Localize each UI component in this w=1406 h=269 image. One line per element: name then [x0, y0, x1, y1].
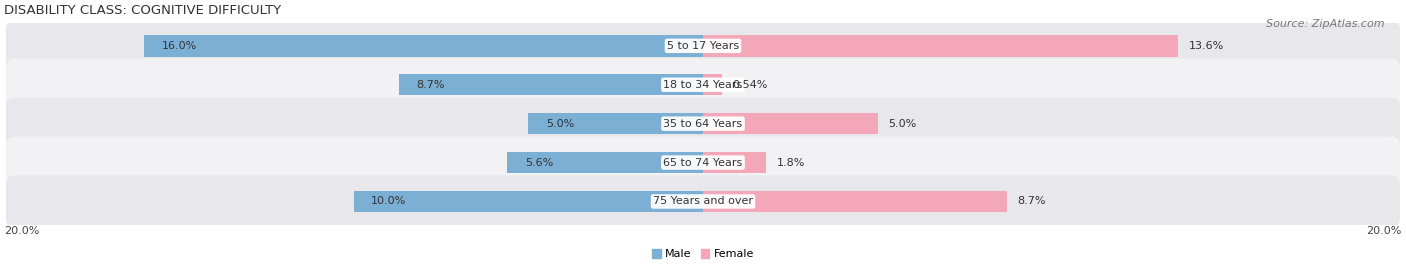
FancyBboxPatch shape [6, 136, 1400, 189]
Text: 8.7%: 8.7% [1018, 196, 1046, 207]
Text: 5 to 17 Years: 5 to 17 Years [666, 41, 740, 51]
FancyBboxPatch shape [6, 175, 1400, 228]
Text: Source: ZipAtlas.com: Source: ZipAtlas.com [1267, 19, 1385, 29]
FancyBboxPatch shape [6, 98, 1400, 150]
Legend: Male, Female: Male, Female [647, 245, 759, 264]
Text: 20.0%: 20.0% [4, 226, 39, 236]
Bar [529, 113, 703, 134]
Bar [143, 35, 703, 56]
Text: 18 to 34 Years: 18 to 34 Years [664, 80, 742, 90]
Text: 1.8%: 1.8% [776, 158, 804, 168]
Text: 8.7%: 8.7% [416, 80, 444, 90]
Text: 20.0%: 20.0% [1367, 226, 1402, 236]
Bar [703, 35, 1178, 56]
Text: 5.0%: 5.0% [546, 119, 574, 129]
Bar [703, 191, 1007, 212]
Text: 5.6%: 5.6% [524, 158, 553, 168]
Text: 75 Years and over: 75 Years and over [652, 196, 754, 207]
Text: 65 to 74 Years: 65 to 74 Years [664, 158, 742, 168]
Text: DISABILITY CLASS: COGNITIVE DIFFICULTY: DISABILITY CLASS: COGNITIVE DIFFICULTY [4, 4, 281, 17]
Text: 16.0%: 16.0% [162, 41, 197, 51]
Text: 13.6%: 13.6% [1188, 41, 1225, 51]
FancyBboxPatch shape [6, 20, 1400, 72]
Bar [703, 113, 877, 134]
Text: 35 to 64 Years: 35 to 64 Years [664, 119, 742, 129]
Text: 0.54%: 0.54% [733, 80, 768, 90]
Bar [703, 74, 721, 95]
Text: 5.0%: 5.0% [889, 119, 917, 129]
Text: 10.0%: 10.0% [371, 196, 406, 207]
Bar [353, 191, 703, 212]
Bar [703, 152, 766, 173]
FancyBboxPatch shape [6, 59, 1400, 111]
Bar [508, 152, 703, 173]
Bar [399, 74, 703, 95]
